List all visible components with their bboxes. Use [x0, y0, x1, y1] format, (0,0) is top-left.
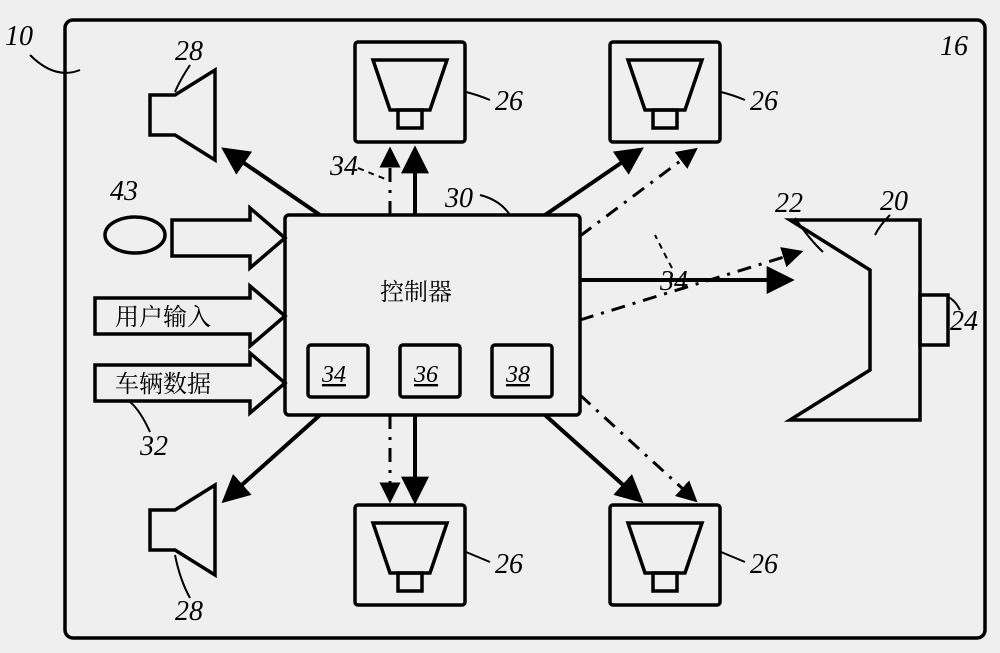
arrow-vehicle-data: 车辆数据	[95, 353, 285, 413]
leader-30	[480, 195, 510, 215]
svg-text:车辆数据: 车辆数据	[115, 364, 211, 399]
leader-26-tml	[466, 92, 490, 100]
speaker-top-left	[150, 70, 215, 160]
label-34b: 34	[659, 266, 688, 297]
speaker-bottom-left	[150, 485, 215, 575]
svg-text:38: 38	[505, 362, 530, 388]
leader-10	[30, 55, 80, 73]
label-20: 20	[880, 186, 908, 217]
arrow-mic	[172, 208, 285, 268]
label-34a: 34	[329, 151, 358, 182]
label-26-bml: 26	[495, 549, 523, 580]
label-16: 16	[940, 31, 968, 62]
speaker-bot-mid-l	[355, 505, 465, 605]
controller-sub-34: 34	[308, 345, 368, 397]
label-24: 24	[950, 306, 978, 337]
diagram-root: 10 16 控制器 34 36 38 30 43 用户输入 车辆数据 32 28…	[0, 0, 1000, 653]
label-10: 10	[5, 21, 33, 52]
label-26-tml: 26	[495, 86, 523, 117]
label-32: 32	[139, 431, 168, 462]
controller-sub-38: 38	[492, 345, 552, 397]
controller-title: 控制器	[380, 272, 452, 307]
leader-20	[875, 215, 890, 235]
svg-text:36: 36	[413, 362, 438, 388]
label-26-bmr: 26	[750, 549, 778, 580]
subwoofer	[790, 220, 948, 420]
label-30: 30	[444, 183, 473, 214]
leader-26-bml	[466, 552, 490, 562]
speaker-top-mid-r	[610, 42, 720, 142]
leader-34a	[358, 168, 388, 180]
svg-text:用户输入: 用户输入	[115, 297, 211, 332]
leader-22	[795, 218, 823, 252]
label-43: 43	[110, 176, 138, 207]
label-22: 22	[775, 188, 803, 219]
speaker-bot-mid-r	[610, 505, 720, 605]
label-28-bl: 28	[175, 596, 203, 627]
mic-icon	[105, 217, 165, 253]
controller-sub-36: 36	[400, 345, 460, 397]
leader-28-bl	[175, 555, 190, 598]
leader-34b	[655, 235, 672, 268]
controller: 控制器 34 36 38	[285, 215, 580, 415]
solid-arrows	[225, 150, 790, 500]
label-26-tmr: 26	[750, 86, 778, 117]
label-28-tl: 28	[175, 36, 203, 67]
leader-32	[130, 402, 150, 432]
svg-text:34: 34	[321, 362, 346, 388]
arrow-user-input: 用户输入	[95, 286, 285, 346]
leader-26-tmr	[721, 92, 745, 100]
speaker-top-mid-l	[355, 42, 465, 142]
leader-26-bmr	[721, 552, 745, 562]
